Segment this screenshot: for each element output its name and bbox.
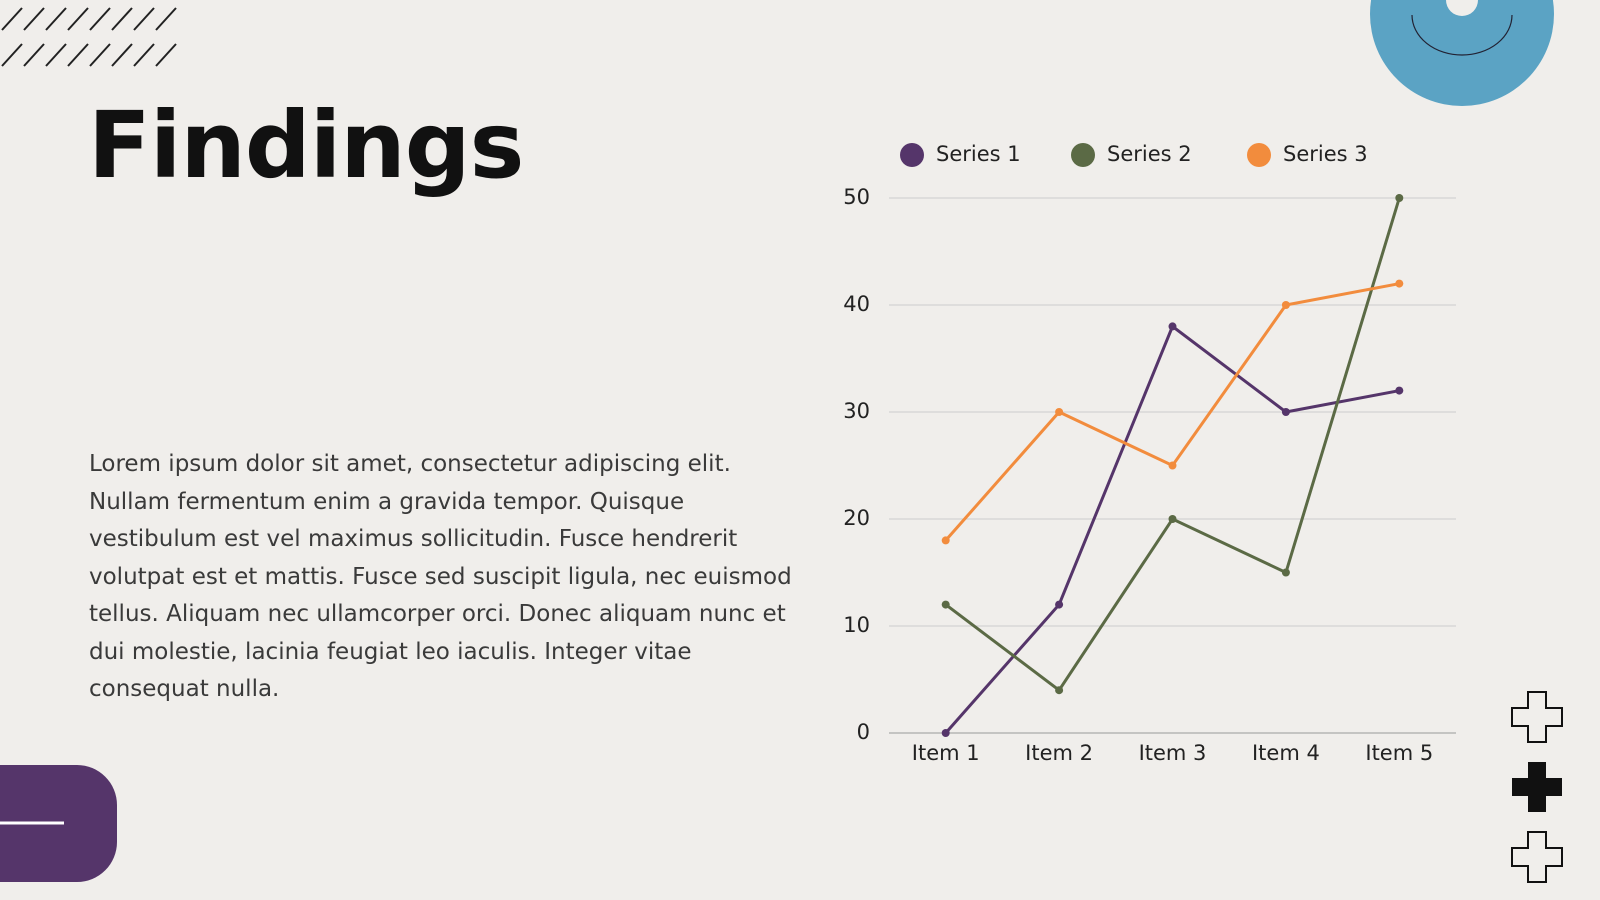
series-line [944,197,1401,693]
data-point [941,536,950,545]
y-tick-label: 40 [843,292,870,316]
blue-arc [1411,14,1513,56]
cross-outline [1511,831,1563,883]
data-point [1281,408,1290,416]
data-point [1055,686,1064,695]
data-point [1168,515,1177,523]
series-line [944,324,1400,734]
data-point [941,600,950,609]
y-tick-label: 20 [843,506,870,530]
x-tick-label: Item 2 [1025,741,1093,765]
data-point [1395,194,1404,202]
legend-marker [1071,143,1095,167]
data-point [1055,600,1064,609]
y-tick-label: 50 [843,185,870,209]
legend-label: Series 2 [1107,142,1192,166]
x-tick-label: Item 1 [912,741,980,765]
y-tick-label: 10 [843,613,870,637]
legend-label: Series 1 [936,142,1021,166]
legend-label: Series 3 [1283,142,1368,166]
legend-marker [900,143,924,167]
data-point [1168,461,1177,470]
cross-filled [1512,762,1562,812]
title: Findings [88,92,524,199]
data-point [941,729,950,737]
blue-circle-hole [1446,0,1478,16]
y-tick-label: 30 [843,399,870,423]
cross-outline [1511,691,1563,743]
x-tick-label: Item 5 [1365,741,1433,765]
data-point [1281,568,1290,577]
legend-marker [1247,143,1271,167]
body-text: Lorem ipsum dolor sit amet, consectetur … [89,451,792,702]
slashes [1,7,177,67]
blue-circle [1370,0,1554,106]
data-point [1281,301,1290,309]
data-point [1395,386,1404,395]
data-point [1055,408,1064,416]
data-point [1168,322,1177,331]
x-tick-label: Item 3 [1139,741,1207,765]
data-point [1395,279,1404,288]
y-tick-label: 0 [857,720,870,744]
x-tick-label: Item 4 [1252,741,1320,765]
